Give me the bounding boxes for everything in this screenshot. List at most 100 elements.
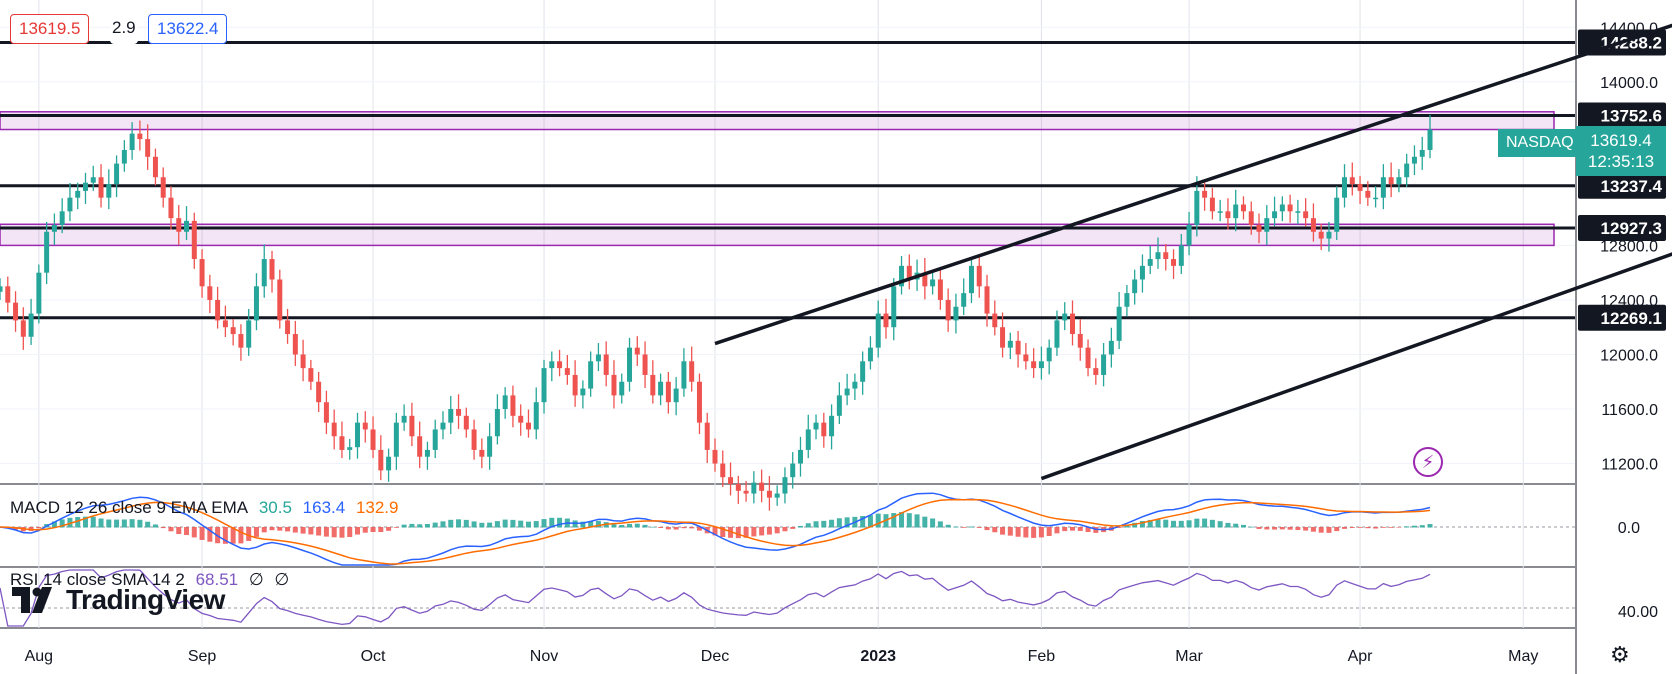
macd-histogram-bar	[176, 527, 182, 535]
x-tick-label: Oct	[361, 648, 386, 665]
macd-histogram-bar	[595, 520, 601, 528]
candle-body	[603, 354, 609, 375]
candle-body	[743, 490, 749, 494]
candle-body	[121, 149, 127, 164]
candle-body	[230, 327, 236, 335]
macd-histogram-bar	[1349, 527, 1355, 528]
candle-body	[611, 374, 617, 396]
candle-body	[665, 381, 671, 403]
candle-body	[331, 422, 337, 437]
candle-body	[518, 415, 524, 423]
candle-body	[992, 313, 998, 328]
macd-histogram-bar	[1202, 518, 1208, 528]
macd-histogram-bar	[914, 514, 920, 528]
candle-body	[852, 381, 858, 389]
lightning-icon[interactable]: ⚡	[1413, 447, 1443, 477]
macd-histogram-bar	[875, 513, 881, 528]
macd-histogram-bar	[1365, 527, 1371, 529]
candle-body	[67, 197, 73, 212]
candle-body	[440, 422, 446, 430]
candle-body	[1272, 211, 1278, 219]
candle-body	[1419, 149, 1425, 157]
candle-body	[75, 190, 81, 198]
candle-body	[1404, 163, 1410, 178]
macd-histogram-bar	[238, 527, 244, 544]
candle-body	[595, 354, 601, 362]
macd-histogram-bar	[1287, 527, 1293, 530]
ask-price-box[interactable]: 13622.4	[148, 14, 228, 44]
macd-histogram-bar	[1132, 522, 1138, 528]
candle-body	[689, 361, 695, 382]
candle-body	[355, 422, 360, 448]
macd-histogram-bar	[984, 527, 990, 531]
bid-price-box[interactable]: 13619.5	[10, 14, 90, 44]
macd-histogram-bar	[945, 524, 951, 528]
macd-histogram-bar	[432, 522, 438, 528]
candle-body	[634, 347, 640, 355]
macd-histogram-bar	[782, 527, 788, 532]
candle-body	[502, 395, 508, 410]
candle-body	[510, 395, 516, 416]
macd-histogram-bar	[1373, 527, 1379, 529]
rsi-legend[interactable]: RSI 14 close SMA 14 2 68.51 ∅ ∅	[10, 570, 295, 590]
macd-histogram-bar	[1326, 527, 1332, 533]
candle-body	[1357, 184, 1363, 191]
macd-histogram-bar	[448, 519, 454, 528]
gear-icon[interactable]: ⚙	[1610, 642, 1630, 667]
candle-body	[1396, 177, 1402, 185]
macd-histogram-bar	[1380, 527, 1386, 528]
macd-histogram-bar	[145, 521, 151, 528]
macd-histogram-bar	[1147, 519, 1153, 528]
macd-label: MACD 12 26 close 9 EMA EMA	[10, 498, 249, 517]
candles	[0, 114, 1433, 511]
candle-body	[790, 463, 796, 478]
candle-body	[246, 320, 252, 348]
macd-histogram-bar	[75, 517, 81, 528]
candle-body	[1132, 279, 1138, 294]
candle-body	[13, 302, 19, 321]
macd-histogram-bar	[735, 527, 741, 539]
candle-body	[463, 415, 469, 430]
macd-histogram-bar	[937, 521, 943, 528]
candle-body	[378, 449, 384, 471]
candle-body	[199, 259, 205, 287]
candle-body	[409, 415, 415, 437]
candle-body	[487, 436, 493, 457]
macd-legend[interactable]: MACD 12 26 close 9 EMA EMA 30.5 163.4 13…	[10, 498, 404, 518]
macd-histogram-bar	[751, 527, 757, 537]
macd-histogram-bar	[222, 527, 228, 544]
macd-histogram-bar	[1248, 526, 1254, 528]
candle-body	[953, 306, 959, 321]
x-tick-label: Feb	[1028, 648, 1056, 665]
candle-body	[1318, 231, 1324, 239]
candle-body	[899, 265, 905, 287]
candle-body	[362, 422, 368, 430]
macd-histogram-bar	[67, 517, 73, 528]
candle-body	[1225, 211, 1231, 219]
macd-histogram-bar	[168, 527, 174, 532]
macd-histogram-bar	[844, 517, 850, 528]
candle-body	[261, 259, 267, 287]
candle-body	[805, 429, 811, 450]
candle-body	[1070, 313, 1075, 335]
macd-histogram-bar	[588, 521, 594, 528]
macd-histogram-bar	[930, 518, 936, 528]
macd-histogram-bar	[961, 527, 967, 528]
candle-body	[1349, 177, 1355, 185]
macd-histogram-bar	[1303, 527, 1309, 531]
macd-histogram-bar	[129, 519, 135, 528]
macd-histogram-bar	[533, 521, 539, 528]
macd-histogram-bar	[673, 527, 679, 530]
candle-body	[1000, 327, 1006, 348]
candle-body	[1342, 177, 1348, 198]
candle-body	[1217, 211, 1223, 213]
candle-body	[627, 347, 633, 382]
macd-histogram-bar	[456, 519, 462, 528]
candle-body	[1023, 354, 1029, 362]
level-price-tag: 12269.1	[1578, 304, 1666, 331]
macd-histogram-bar	[409, 523, 415, 528]
candle-body	[222, 320, 228, 328]
candle-body	[160, 177, 166, 198]
candle-body	[1233, 204, 1239, 219]
